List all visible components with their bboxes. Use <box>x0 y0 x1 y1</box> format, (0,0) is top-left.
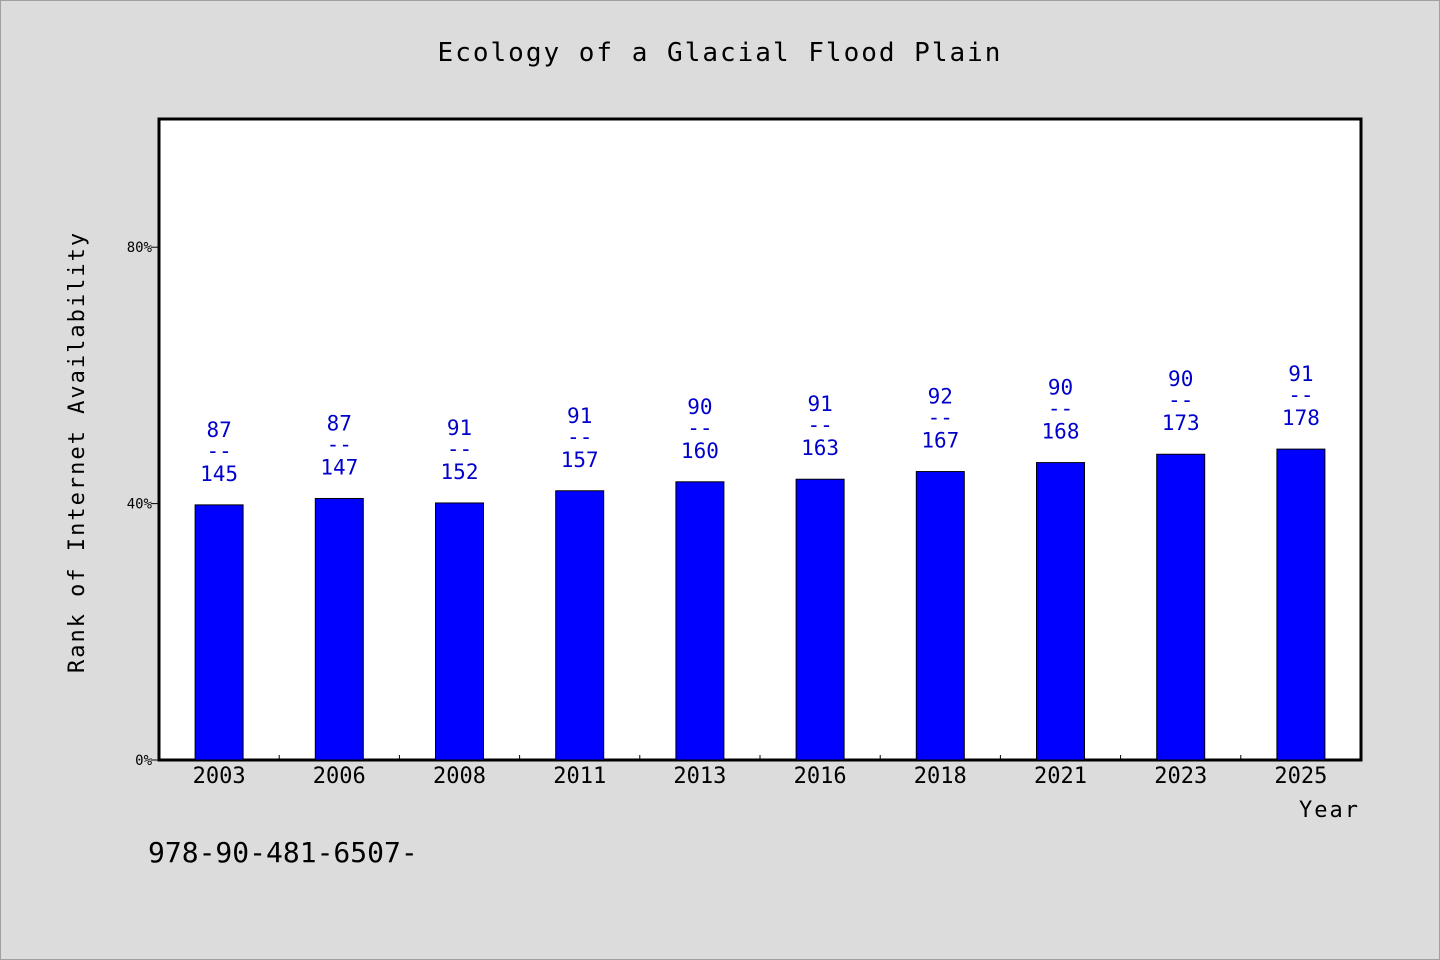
data-label-top: 90 <box>1048 376 1073 400</box>
bar-2025 <box>1276 448 1326 761</box>
data-label-bottom: 160 <box>681 439 719 463</box>
bars-group <box>194 448 1326 761</box>
bar-2021 <box>1036 462 1085 761</box>
data-label-top: 91 <box>447 416 472 440</box>
data-label-separator: -- <box>687 416 712 440</box>
data-label-separator: -- <box>447 437 472 461</box>
chart-title: Ecology of a Glacial Flood Plain <box>438 38 1003 68</box>
y-tick-label: 80% <box>127 240 153 256</box>
x-tick-label: 2013 <box>673 764 726 789</box>
bar-2018 <box>915 471 965 761</box>
x-tick-label: 2021 <box>1034 764 1087 789</box>
bar-2023 <box>1156 453 1206 761</box>
data-label-separator: -- <box>928 406 953 430</box>
data-label-top: 92 <box>928 385 953 409</box>
data-label-top: 91 <box>807 392 832 416</box>
x-tick-label: 2006 <box>313 764 366 789</box>
data-label-top: 87 <box>327 411 352 435</box>
data-label-separator: -- <box>807 413 832 437</box>
data-label-separator: -- <box>327 432 352 456</box>
data-label-top: 90 <box>687 395 712 419</box>
footer-text: 978-90-481-6507- <box>148 836 418 869</box>
bar-2011 <box>555 490 605 761</box>
bar-2013 <box>675 481 725 761</box>
data-label-bottom: 157 <box>561 448 599 472</box>
x-tick-label: 2011 <box>553 764 606 789</box>
data-label-separator: -- <box>567 425 592 449</box>
data-label-separator: -- <box>1048 397 1073 421</box>
x-tick-label: 2016 <box>794 764 847 789</box>
bar-2003 <box>194 504 244 761</box>
bar-2006 <box>314 497 364 761</box>
bar-2016 <box>795 478 845 761</box>
data-label-top: 87 <box>206 418 231 442</box>
x-tick-label: 2003 <box>193 764 246 789</box>
data-labels-group: 87--14587--14791--15291--15790--16091--1… <box>200 362 1320 486</box>
y-tick-label: 0% <box>135 753 152 769</box>
data-label-bottom: 168 <box>1042 420 1080 444</box>
bar-2008 <box>435 502 484 761</box>
data-label-bottom: 163 <box>801 436 839 460</box>
x-tick-label: 2023 <box>1154 764 1207 789</box>
data-label-top: 91 <box>567 404 592 428</box>
y-tick-label: 40% <box>127 497 153 513</box>
data-label-bottom: 178 <box>1282 406 1320 430</box>
data-label-top: 91 <box>1288 362 1313 386</box>
y-axis-label: Rank of Internet Availability <box>65 231 90 673</box>
data-label-bottom: 147 <box>320 455 358 479</box>
data-label-separator: -- <box>1288 383 1313 407</box>
data-label-top: 90 <box>1168 367 1193 391</box>
data-label-bottom: 152 <box>441 460 479 484</box>
data-label-separator: -- <box>1168 388 1193 412</box>
x-axis-ticks: 2003 2006 2008 2011 2013 2016 2018 2021 2023 2025 <box>193 755 1327 789</box>
data-label-bottom: 167 <box>921 429 959 453</box>
x-tick-label: 2025 <box>1274 764 1327 789</box>
x-axis-label: Year <box>1299 798 1360 823</box>
x-tick-label: 2018 <box>914 764 967 789</box>
data-label-separator: -- <box>206 439 231 463</box>
y-axis-ticks: 0% 40% 80% <box>127 240 159 769</box>
data-label-bottom: 173 <box>1162 411 1200 435</box>
data-label-bottom: 145 <box>200 462 238 486</box>
x-tick-label: 2008 <box>433 764 486 789</box>
